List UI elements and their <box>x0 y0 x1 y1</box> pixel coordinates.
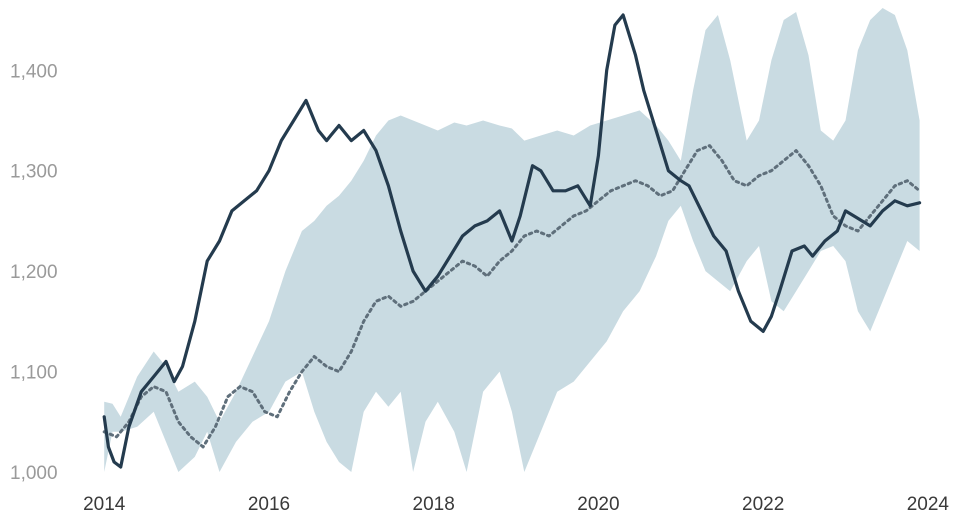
x-tick-label: 2022 <box>742 494 784 515</box>
x-tick-label: 2020 <box>577 494 619 515</box>
x-tick-label: 2016 <box>248 494 290 515</box>
y-axis: 1,000 1,100 1,200 1,300 1,400 <box>10 61 58 484</box>
series-layer <box>102 13 922 469</box>
y-tick-label: 1,100 <box>10 363 58 384</box>
x-tick-label: 2024 <box>907 494 950 515</box>
series-line-solid <box>102 13 922 469</box>
series-line-dotted <box>102 144 922 449</box>
x-tick-label: 2018 <box>413 494 455 515</box>
y-tick-label: 1,400 <box>10 61 58 82</box>
y-tick-label: 1,300 <box>10 162 58 183</box>
y-tick-label: 1,000 <box>10 463 58 484</box>
y-tick-label: 1,200 <box>10 262 58 283</box>
x-tick-label: 2014 <box>83 494 126 515</box>
x-axis: 2014 2016 2018 2020 2022 2024 <box>83 494 949 515</box>
